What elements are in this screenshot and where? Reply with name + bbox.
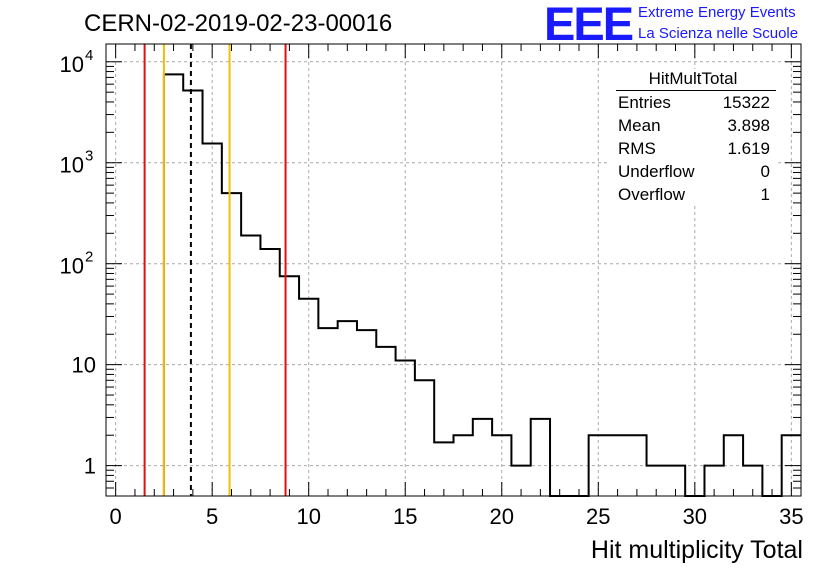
x-tick-label: 10 xyxy=(296,504,320,529)
logo-subtitle-2: La Scienza nelle Scuole xyxy=(638,25,799,42)
stats-value: 1 xyxy=(760,185,770,204)
stats-value: 1.619 xyxy=(727,139,770,158)
x-tick-label: 30 xyxy=(683,504,707,529)
stats-row-rms: RMS 1.619 xyxy=(618,139,770,161)
y-tick-exponent: 2 xyxy=(85,249,93,266)
x-tick-label: 25 xyxy=(586,504,610,529)
stats-row-underflow: Underflow 0 xyxy=(618,162,770,184)
x-tick-label: 5 xyxy=(206,504,218,529)
stats-key: Mean xyxy=(618,116,661,135)
stats-row-overflow: Overflow 1 xyxy=(618,185,770,207)
stats-key: Entries xyxy=(618,93,671,112)
y-tick-exponent: 4 xyxy=(85,47,93,64)
stats-box: HitMultTotal Entries 15322 Mean 3.898 RM… xyxy=(610,69,776,206)
x-tick-label: 35 xyxy=(779,504,803,529)
stats-value: 15322 xyxy=(722,93,770,112)
y-tick-label: 10 xyxy=(60,52,84,77)
y-tick-label: 1 xyxy=(84,454,96,479)
stats-value: 3.898 xyxy=(727,116,770,135)
x-tick-label: 20 xyxy=(490,504,514,529)
y-tick-exponent: 3 xyxy=(85,148,93,165)
stats-row-mean: Mean 3.898 xyxy=(618,116,770,138)
logo-subtitle-1: Extreme Energy Events xyxy=(638,4,796,21)
stats-value: 0 xyxy=(760,162,770,181)
x-tick-label: 0 xyxy=(110,504,122,529)
eee-logo: EEE xyxy=(544,0,634,50)
stats-divider xyxy=(616,90,776,91)
y-tick-label: 10 xyxy=(60,153,84,178)
x-axis-label: Hit multiplicity Total xyxy=(591,536,803,564)
stats-key: RMS xyxy=(618,139,656,158)
stats-key: Underflow xyxy=(618,162,695,181)
stats-key: Overflow xyxy=(618,185,686,204)
page-title: CERN-02-2019-02-23-00016 xyxy=(84,10,393,37)
stats-title: HitMultTotal xyxy=(648,69,738,88)
y-tick-label: 10 xyxy=(60,254,84,279)
y-tick-label: 10 xyxy=(72,353,96,378)
plot-frame xyxy=(105,43,802,497)
x-tick-label: 15 xyxy=(393,504,417,529)
stats-row-entries: Entries 15322 xyxy=(618,93,770,115)
